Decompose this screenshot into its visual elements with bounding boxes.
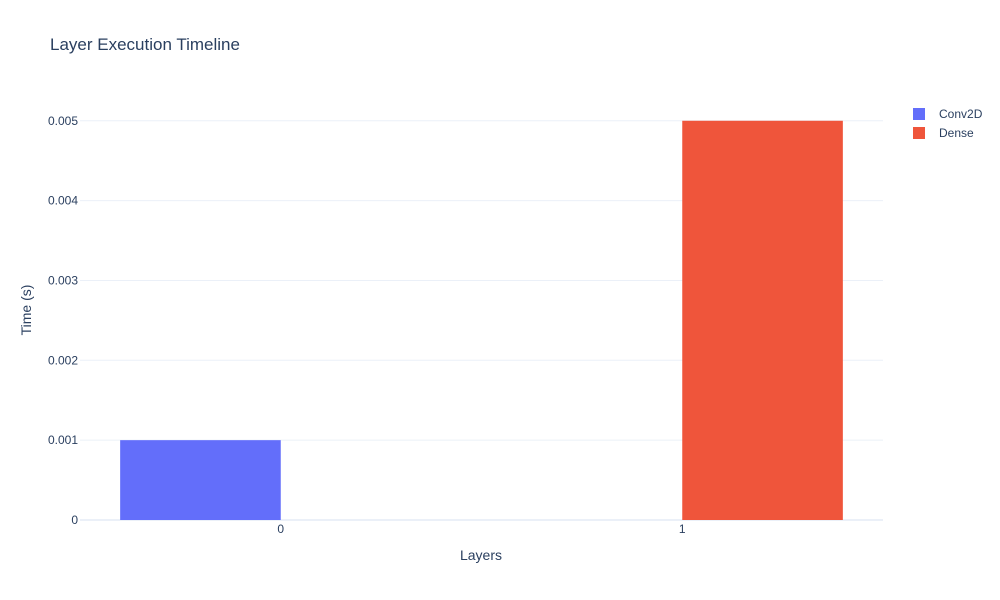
y-tick-label: 0.002 (48, 353, 78, 367)
y-axis-ticks: 0 0.001 0.002 0.003 0.004 0.005 (48, 114, 78, 527)
y-tick-label: 0.001 (48, 433, 78, 447)
x-tick-label: 1 (679, 522, 686, 536)
y-axis-title: Time (s) (18, 285, 34, 336)
x-axis-title: Layers (460, 547, 502, 563)
bar-dense-1[interactable] (682, 120, 843, 520)
y-tick-label: 0.003 (48, 273, 78, 287)
legend[interactable]: Conv2D Dense (913, 107, 983, 140)
y-tick-label: 0.004 (48, 194, 78, 208)
x-tick-label: 0 (277, 522, 284, 536)
y-tick-label: 0 (71, 513, 78, 527)
legend-label-conv2d[interactable]: Conv2D (939, 107, 983, 121)
y-tick-label: 0.005 (48, 114, 78, 128)
legend-label-dense[interactable]: Dense (939, 126, 974, 140)
legend-swatch-conv2d[interactable] (913, 108, 925, 120)
bars (120, 120, 843, 520)
legend-swatch-dense[interactable] (913, 127, 925, 139)
chart-title: Layer Execution Timeline (50, 35, 240, 54)
bar-conv2d-0[interactable] (120, 440, 281, 520)
